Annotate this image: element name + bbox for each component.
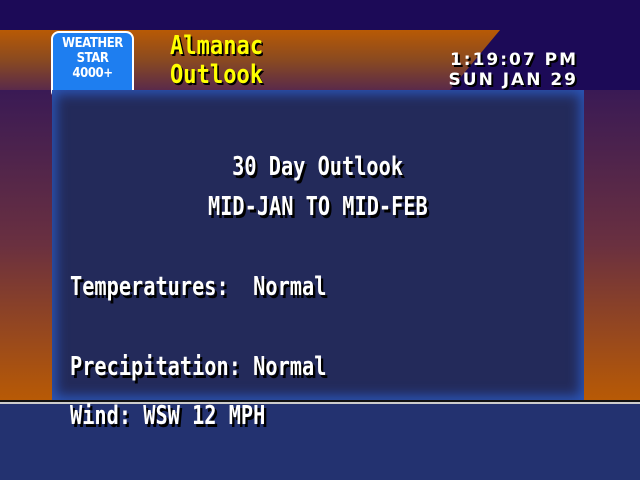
outlook-heading: 30 Day Outlook bbox=[52, 152, 584, 182]
ticker-text: Wind: WSW 12 MPH bbox=[70, 401, 266, 431]
ticker-divider bbox=[0, 400, 640, 404]
page-title-line1: Almanac bbox=[170, 31, 264, 61]
logo-line: WEATHER bbox=[62, 36, 123, 51]
logo-line: 4000+ bbox=[72, 66, 113, 81]
precipitation-outlook: Precipitation: Normal bbox=[70, 352, 327, 382]
ticker-bar bbox=[0, 404, 640, 480]
clock-time: 1:19:07 PM bbox=[449, 50, 578, 70]
page-title-line2: Outlook bbox=[170, 60, 264, 90]
content-panel bbox=[52, 90, 584, 400]
outlook-heading-text: 30 Day Outlook bbox=[232, 152, 404, 182]
clock-date: SUN JAN 29 bbox=[448, 70, 578, 90]
weatherstar-logo: WEATHER STAR 4000+ bbox=[51, 31, 134, 99]
outlook-period: MID-JAN TO MID-FEB bbox=[52, 192, 584, 222]
temperatures-outlook: Temperatures: Normal bbox=[70, 272, 327, 302]
outlook-period-text: MID-JAN TO MID-FEB bbox=[208, 192, 428, 222]
logo-line: STAR bbox=[76, 51, 109, 66]
